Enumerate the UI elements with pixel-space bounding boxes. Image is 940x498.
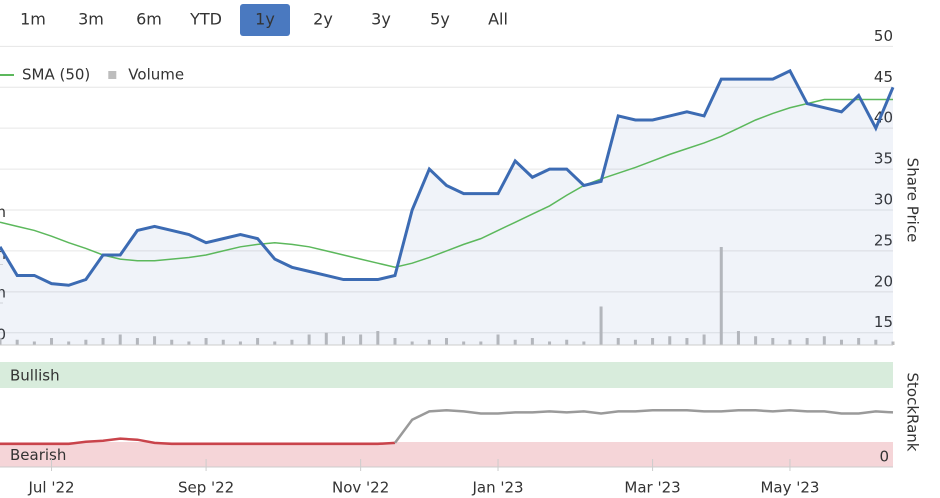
- volume-bar: [479, 341, 483, 345]
- legend-label: SMA (50): [22, 66, 90, 84]
- rank-line: [393, 409, 894, 444]
- volume-bar: [67, 341, 71, 345]
- volume-bar: [118, 334, 122, 345]
- volume-bar: [719, 247, 723, 345]
- volume-bar: [0, 338, 2, 345]
- volume-bar: [702, 334, 706, 345]
- y-axis-title: Share Price: [904, 158, 922, 243]
- volume-bar: [50, 338, 54, 345]
- volume-bar: [359, 334, 363, 345]
- volume-bar: [565, 339, 569, 345]
- legend-swatch: [108, 71, 117, 79]
- volume-bar: [530, 338, 534, 345]
- range-button[interactable]: 3y: [371, 10, 391, 29]
- volume-bar: [15, 339, 19, 345]
- x-tick-label: May '23: [760, 479, 819, 497]
- volume-bar: [153, 336, 157, 345]
- x-tick-label: Sep '22: [178, 479, 234, 497]
- volume-bar: [204, 338, 208, 345]
- rank-band: [0, 442, 893, 467]
- y2-tick-label: 0: [0, 326, 6, 344]
- volume-bar: [616, 338, 620, 345]
- volume-bar: [307, 334, 311, 345]
- volume-bar: [341, 336, 345, 345]
- y-tick-label: 15: [874, 313, 893, 331]
- price-line: [0, 68, 895, 287]
- volume-bar: [187, 341, 191, 345]
- band-label: Bullish: [10, 367, 60, 385]
- range-button[interactable]: YTD: [189, 10, 222, 29]
- volume-bar: [857, 338, 861, 345]
- volume-bar: [548, 341, 552, 345]
- sma-line: [0, 98, 893, 269]
- volume-bar: [256, 338, 260, 345]
- volume-bar: [135, 338, 139, 345]
- y-tick-label: 30: [874, 191, 893, 209]
- x-tick-label: Nov '22: [332, 479, 389, 497]
- volume-bar: [685, 338, 689, 345]
- y-tick-label: 20: [874, 272, 893, 290]
- volume-bar: [290, 339, 294, 345]
- band-label: Bearish: [10, 446, 66, 464]
- volume-bar: [754, 336, 758, 345]
- volume-bar: [238, 341, 242, 345]
- volume-bar: [582, 341, 586, 345]
- y-tick-label: 50: [874, 27, 893, 45]
- range-button[interactable]: 5y: [430, 10, 450, 29]
- range-button[interactable]: 6m: [136, 10, 162, 29]
- range-button[interactable]: 1m: [20, 10, 46, 29]
- price-area: [0, 70, 893, 345]
- x-tick-label: Jan '23: [471, 479, 523, 497]
- volume-bar: [771, 338, 775, 345]
- volume-bar: [101, 338, 105, 345]
- x-tick-label: Jul '22: [27, 479, 74, 497]
- volume-bar: [410, 341, 414, 345]
- y2-tick-label: 3.5m: [0, 203, 6, 221]
- range-button[interactable]: 2y: [313, 10, 333, 29]
- volume-bar: [170, 339, 174, 345]
- volume-bar: [822, 336, 826, 345]
- volume-bar: [84, 339, 88, 345]
- volume-bar: [273, 341, 277, 345]
- volume-bar: [736, 331, 740, 345]
- volume-bar: [393, 338, 397, 345]
- active-button-bg: [240, 4, 290, 36]
- rank-line: [0, 437, 396, 446]
- y2-tick-label: 1.2m: [0, 284, 6, 302]
- volume-bar: [599, 306, 603, 345]
- volume-bar: [462, 341, 466, 345]
- volume-bar: [445, 338, 448, 345]
- rank-band: [0, 362, 893, 388]
- y-tick-label: 25: [874, 231, 893, 249]
- volume-bar: [427, 339, 431, 345]
- volume-bar: [513, 339, 517, 345]
- volume-bar: [874, 339, 878, 345]
- range-button[interactable]: All: [488, 10, 508, 29]
- rank-axis-title: StockRank: [904, 373, 922, 452]
- rank-tick-label: 0: [879, 448, 889, 466]
- range-button[interactable]: 3m: [78, 10, 104, 29]
- x-tick-label: Mar '23: [624, 479, 680, 497]
- volume-bar: [32, 341, 36, 345]
- y-tick-label: 35: [874, 150, 893, 168]
- volume-bar: [496, 334, 500, 345]
- volume-bar: [221, 339, 225, 345]
- volume-bar: [651, 338, 655, 345]
- volume-bar: [668, 336, 672, 345]
- volume-bar: [891, 341, 895, 345]
- volume-bar: [839, 339, 843, 345]
- volume-bar: [324, 332, 328, 345]
- volume-bar: [805, 338, 809, 345]
- volume-bar: [633, 339, 637, 345]
- range-button[interactable]: 1y: [255, 10, 275, 29]
- volume-bar: [376, 331, 380, 345]
- y-tick-label: 45: [874, 68, 893, 86]
- volume-bar: [788, 339, 792, 345]
- legend-label: Volume: [128, 66, 184, 84]
